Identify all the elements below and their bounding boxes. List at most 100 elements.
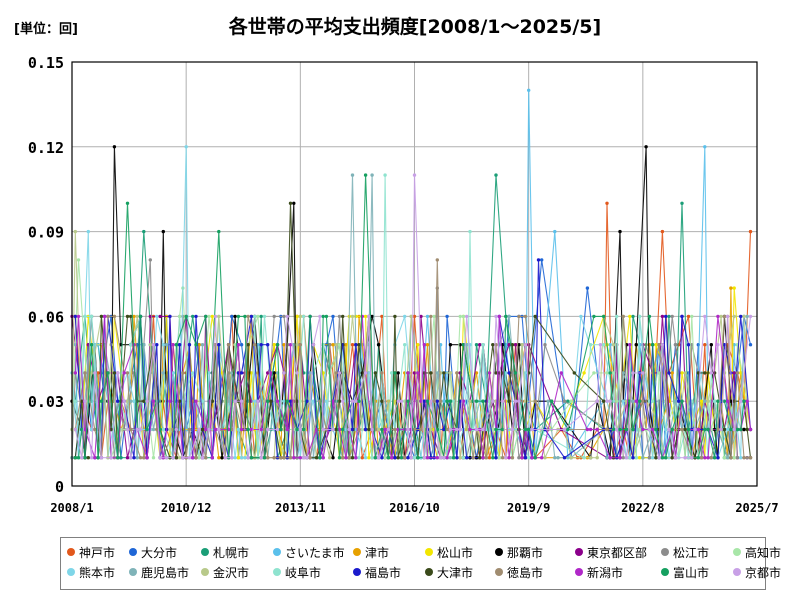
data-point bbox=[703, 399, 707, 403]
data-point bbox=[540, 456, 544, 460]
data-point bbox=[373, 456, 378, 460]
data-point bbox=[468, 229, 472, 234]
data-point bbox=[657, 371, 661, 375]
data-point bbox=[703, 427, 707, 432]
legend-item: 津市 bbox=[353, 546, 389, 560]
data-point bbox=[527, 88, 531, 93]
data-point bbox=[670, 427, 674, 432]
data-point bbox=[272, 314, 276, 319]
legend-label: 鹿児島市 bbox=[141, 566, 190, 580]
data-point bbox=[680, 314, 684, 319]
data-point bbox=[239, 456, 244, 460]
data-point bbox=[543, 343, 547, 347]
y-tick-label: 0.09 bbox=[28, 224, 64, 242]
data-point bbox=[406, 371, 410, 375]
data-point bbox=[703, 145, 707, 149]
data-point bbox=[435, 399, 439, 403]
data-point bbox=[631, 314, 635, 319]
data-point bbox=[350, 427, 355, 432]
data-point bbox=[102, 314, 107, 319]
data-point bbox=[595, 399, 599, 403]
data-point bbox=[647, 456, 652, 460]
data-point bbox=[288, 201, 293, 205]
data-point bbox=[396, 399, 400, 403]
data-point bbox=[494, 314, 498, 319]
data-point bbox=[650, 456, 655, 460]
data-point bbox=[716, 314, 720, 319]
data-point bbox=[269, 371, 273, 375]
data-point bbox=[112, 314, 117, 319]
data-point bbox=[628, 314, 632, 319]
data-point bbox=[445, 456, 449, 460]
data-point bbox=[527, 456, 531, 460]
data-point bbox=[73, 229, 78, 234]
data-point bbox=[644, 145, 648, 149]
data-point bbox=[745, 427, 749, 432]
data-point bbox=[266, 343, 270, 347]
y-tick-label: 0.03 bbox=[28, 393, 64, 411]
data-point bbox=[181, 371, 185, 375]
data-point bbox=[164, 343, 169, 347]
data-point bbox=[553, 229, 557, 234]
data-point bbox=[497, 456, 501, 460]
data-point bbox=[350, 456, 355, 460]
data-point bbox=[474, 343, 479, 347]
data-point bbox=[305, 456, 309, 460]
data-point bbox=[725, 456, 730, 460]
data-point bbox=[582, 371, 586, 375]
data-point bbox=[158, 427, 162, 432]
data-point bbox=[337, 371, 342, 375]
legend-item: 神戸市 bbox=[67, 546, 115, 560]
data-point bbox=[712, 399, 717, 403]
data-point bbox=[722, 343, 727, 347]
data-point bbox=[145, 427, 149, 432]
data-point bbox=[448, 343, 453, 347]
data-point bbox=[680, 201, 684, 205]
data-point bbox=[129, 314, 133, 319]
data-point bbox=[253, 343, 257, 347]
data-point bbox=[249, 314, 254, 319]
legend-marker bbox=[201, 568, 209, 576]
data-point bbox=[722, 399, 727, 403]
data-point bbox=[314, 456, 319, 460]
data-point bbox=[360, 456, 364, 460]
data-point bbox=[527, 427, 531, 432]
data-point bbox=[507, 314, 511, 319]
data-point bbox=[233, 399, 237, 403]
data-point bbox=[732, 314, 736, 319]
data-point bbox=[204, 427, 208, 432]
data-point bbox=[461, 343, 466, 347]
data-point bbox=[461, 314, 466, 319]
data-point bbox=[494, 173, 498, 177]
data-point bbox=[412, 371, 417, 375]
data-point bbox=[507, 371, 511, 375]
data-point bbox=[487, 371, 492, 375]
data-point bbox=[308, 456, 312, 460]
legend-item: 松江市 bbox=[661, 546, 709, 560]
data-point bbox=[288, 456, 293, 460]
data-point bbox=[569, 456, 573, 460]
data-point bbox=[732, 427, 736, 432]
data-point bbox=[500, 399, 505, 403]
data-point bbox=[279, 456, 283, 460]
data-point bbox=[376, 343, 381, 347]
data-point bbox=[246, 314, 250, 319]
data-point bbox=[425, 314, 430, 319]
data-point bbox=[540, 258, 544, 262]
data-point bbox=[588, 456, 593, 460]
legend-marker bbox=[495, 568, 503, 576]
data-point bbox=[226, 399, 231, 403]
data-point bbox=[194, 343, 198, 347]
legend-label: 津市 bbox=[365, 546, 390, 560]
data-point bbox=[367, 456, 371, 460]
data-point bbox=[572, 371, 576, 375]
data-point bbox=[76, 258, 81, 262]
data-point bbox=[481, 427, 485, 432]
data-point bbox=[301, 427, 306, 432]
data-point bbox=[556, 456, 560, 460]
data-point bbox=[611, 427, 616, 432]
data-point bbox=[416, 456, 420, 460]
data-point bbox=[197, 427, 201, 432]
data-point bbox=[73, 427, 78, 432]
data-point bbox=[89, 456, 94, 460]
